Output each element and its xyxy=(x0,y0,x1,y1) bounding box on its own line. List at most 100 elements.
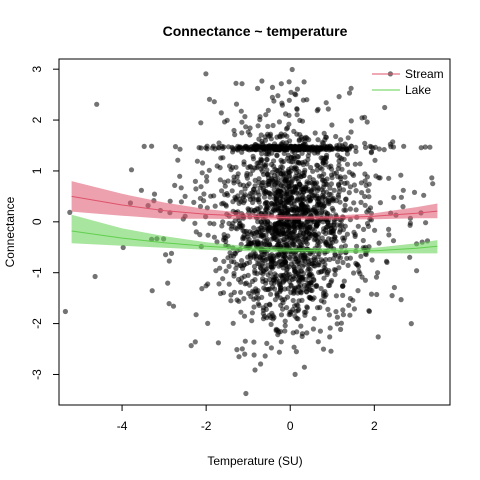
scatter-point xyxy=(330,198,336,204)
scatter-point xyxy=(233,101,240,107)
scatter-point xyxy=(386,226,392,232)
scatter-point xyxy=(292,371,298,377)
scatter-point xyxy=(128,167,135,173)
scatter-point xyxy=(259,294,265,300)
scatter-point xyxy=(418,145,424,151)
scatter-point xyxy=(331,170,337,177)
scatter-point xyxy=(211,221,217,227)
scatter-point xyxy=(265,172,271,178)
scatter-point xyxy=(283,276,290,282)
scatter-point xyxy=(242,351,248,357)
scatter-point xyxy=(283,176,289,182)
scatter-point xyxy=(228,226,234,232)
x-tick-label: 2 xyxy=(371,419,378,433)
scatter-point xyxy=(325,306,331,312)
scatter-point xyxy=(377,200,383,206)
scatter-point xyxy=(376,240,382,246)
scatter-point xyxy=(92,273,98,280)
scatter-point xyxy=(327,334,333,340)
scatter-point xyxy=(215,144,221,151)
scatter-point xyxy=(288,282,294,288)
scatter-point xyxy=(172,182,178,188)
scatter-point xyxy=(255,301,261,307)
scatter-point xyxy=(269,236,275,242)
scatter-point xyxy=(226,281,232,287)
scatter-point xyxy=(352,161,358,167)
scatter-point xyxy=(276,205,282,211)
scatter-point xyxy=(286,180,292,186)
scatter-point xyxy=(332,234,338,240)
scatter-point xyxy=(250,156,257,162)
scatter-point xyxy=(258,265,264,271)
scatter-point xyxy=(219,143,225,149)
scatter-point xyxy=(290,145,296,151)
scatter-point xyxy=(259,78,265,84)
scatter-point xyxy=(201,191,207,197)
scatter-point xyxy=(226,263,232,269)
scatter-point xyxy=(326,164,332,170)
scatter-point xyxy=(291,128,297,134)
scatter-point xyxy=(283,143,289,149)
scatter-point xyxy=(256,176,262,182)
scatter-point xyxy=(257,114,263,120)
scatter-point xyxy=(298,146,304,152)
scatter-point xyxy=(333,309,339,315)
scatter-point xyxy=(336,182,342,188)
scatter-point xyxy=(235,179,241,185)
scatter-point xyxy=(327,325,333,331)
scatter-point xyxy=(311,204,317,210)
scatter-point xyxy=(282,239,288,245)
scatter-point xyxy=(387,141,393,147)
scatter-point xyxy=(298,253,304,259)
scatter-point xyxy=(264,156,270,163)
scatter-point xyxy=(294,106,300,112)
scatter-point xyxy=(262,353,268,359)
scatter-point xyxy=(340,187,347,193)
scatter-point xyxy=(338,137,344,143)
scatter-point xyxy=(175,157,181,163)
scatter-point xyxy=(141,143,147,149)
scatter-point xyxy=(225,178,231,184)
scatter-point xyxy=(373,173,379,179)
scatter-point xyxy=(266,240,272,246)
scatter-point xyxy=(364,119,370,125)
scatter-point xyxy=(291,276,297,282)
scatter-point xyxy=(222,183,228,189)
scatter-point xyxy=(276,241,282,247)
scatter-point xyxy=(182,193,188,199)
scatter-point xyxy=(205,281,211,287)
scatter-point xyxy=(269,226,275,232)
scatter-point xyxy=(211,234,217,240)
scatter-point xyxy=(295,154,301,160)
scatter-point xyxy=(296,298,302,304)
scatter-point xyxy=(217,177,223,183)
scatter-point xyxy=(238,189,244,195)
scatter-point xyxy=(353,207,359,213)
scatter-point xyxy=(227,163,233,169)
scatter-point xyxy=(384,259,390,265)
scatter-point xyxy=(279,102,285,108)
scatter-point xyxy=(193,312,199,318)
scatter-point xyxy=(248,191,254,197)
scatter-point xyxy=(149,288,155,294)
scatter-point xyxy=(251,144,257,150)
scatter-point xyxy=(307,274,313,280)
scatter-point xyxy=(326,201,332,207)
scatter-point xyxy=(278,312,285,318)
scatter-point xyxy=(259,241,265,247)
scatter-point xyxy=(244,145,250,151)
scatter-point xyxy=(206,167,212,173)
scatter-point xyxy=(177,146,183,152)
scatter-point xyxy=(299,202,305,209)
scatter-point xyxy=(198,184,204,190)
scatter-point xyxy=(295,218,301,224)
scatter-point xyxy=(278,302,284,308)
scatter-point xyxy=(170,303,177,309)
scatter-point xyxy=(261,194,268,200)
scatter-point xyxy=(341,278,347,284)
scatter-point xyxy=(306,194,312,200)
scatter-point xyxy=(367,143,373,149)
scatter-point xyxy=(193,229,199,235)
scatter-point xyxy=(337,255,343,261)
scatter-point xyxy=(284,199,290,206)
